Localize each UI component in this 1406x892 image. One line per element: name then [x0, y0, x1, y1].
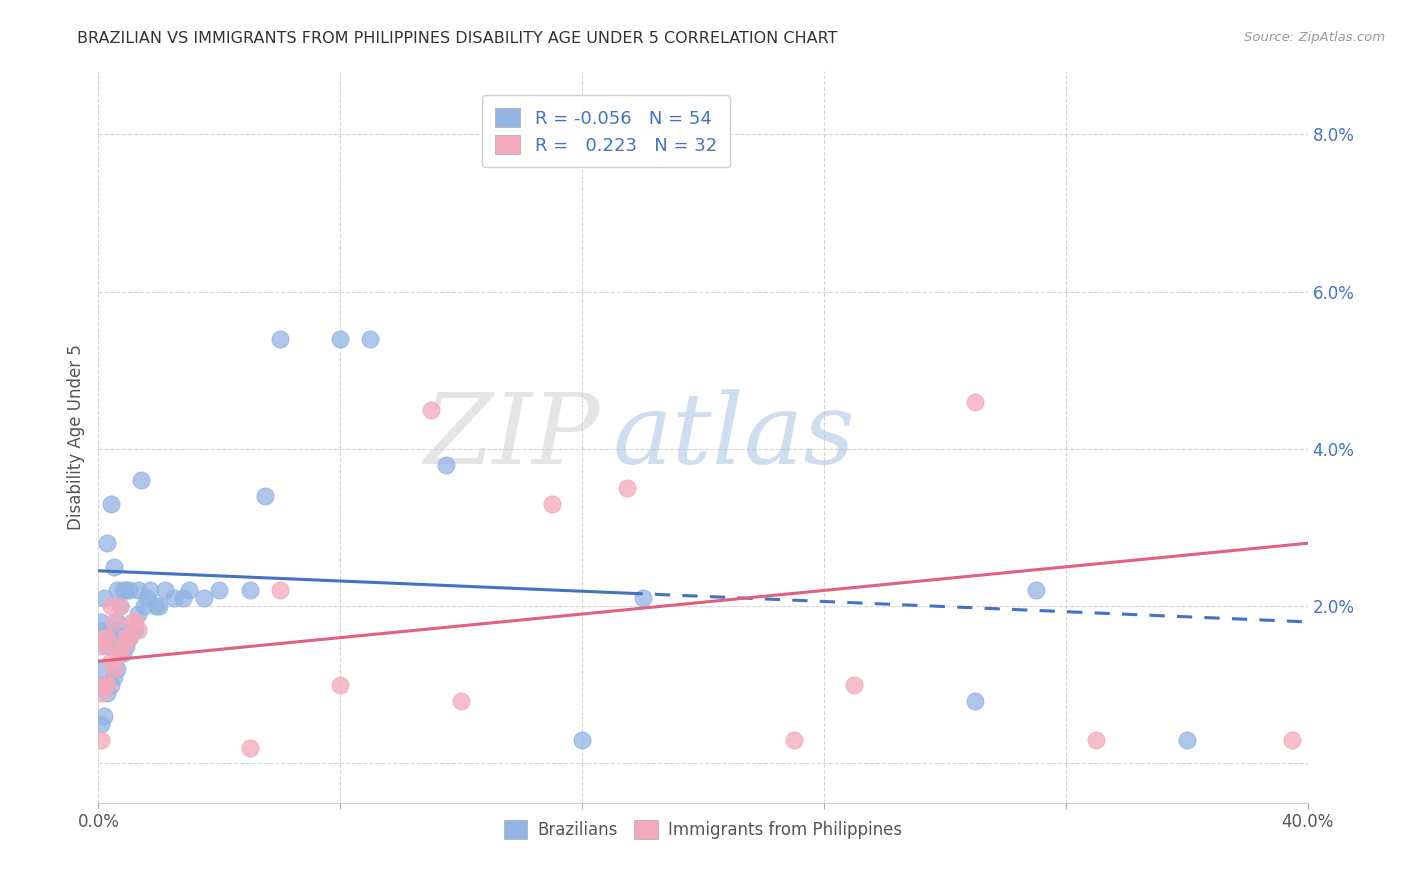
Point [105, 615, 128, 629]
Point [96, 639, 118, 653]
Point [148, 599, 170, 614]
Point [100, 631, 122, 645]
Point [127, 607, 149, 621]
Point [90, 639, 112, 653]
Point [108, 599, 131, 614]
Point [90, 678, 112, 692]
Point [1281, 732, 1303, 747]
Point [139, 583, 162, 598]
Point [105, 646, 128, 660]
Point [450, 693, 472, 707]
Point [179, 583, 201, 598]
Point [420, 402, 443, 417]
Point [103, 662, 125, 676]
Point [93, 623, 115, 637]
Point [124, 623, 146, 637]
Point [103, 559, 125, 574]
Point [329, 332, 352, 346]
Legend: Brazilians, Immigrants from Philippines: Brazilians, Immigrants from Philippines [498, 814, 908, 846]
Text: BRAZILIAN VS IMMIGRANTS FROM PHILIPPINES DISABILITY AGE UNDER 5 CORRELATION CHAR: BRAZILIAN VS IMMIGRANTS FROM PHILIPPINES… [77, 31, 838, 46]
Point [118, 631, 141, 645]
Point [90, 615, 112, 629]
Point [108, 646, 131, 660]
Point [93, 662, 115, 676]
Point [965, 394, 987, 409]
Point [360, 332, 382, 346]
Point [103, 670, 125, 684]
Point [103, 623, 125, 637]
Point [111, 583, 134, 598]
Point [93, 709, 115, 723]
Point [965, 693, 987, 707]
Point [105, 583, 128, 598]
Point [132, 599, 155, 614]
Point [1175, 732, 1198, 747]
Point [118, 583, 141, 598]
Point [108, 646, 131, 660]
Point [571, 732, 593, 747]
Point [114, 583, 136, 598]
Text: ZIP: ZIP [425, 390, 600, 484]
Point [114, 631, 136, 645]
Point [121, 615, 143, 629]
Point [96, 631, 118, 645]
Point [329, 678, 352, 692]
Point [153, 583, 176, 598]
Point [100, 599, 122, 614]
Text: atlas: atlas [613, 390, 855, 484]
Point [253, 489, 276, 503]
Text: Source: ZipAtlas.com: Source: ZipAtlas.com [1244, 31, 1385, 45]
Point [239, 583, 262, 598]
Point [100, 678, 122, 692]
Point [269, 332, 291, 346]
Point [100, 497, 122, 511]
Point [844, 678, 866, 692]
Point [124, 615, 146, 629]
Point [111, 646, 134, 660]
Point [616, 481, 638, 495]
Point [105, 662, 128, 676]
Point [96, 686, 118, 700]
Point [193, 591, 215, 606]
Point [1024, 583, 1046, 598]
Point [208, 583, 231, 598]
Point [127, 623, 149, 637]
Point [90, 732, 112, 747]
Point [145, 599, 167, 614]
Point [93, 591, 115, 606]
Point [103, 615, 125, 629]
Point [121, 623, 143, 637]
Point [93, 631, 115, 645]
Point [90, 686, 112, 700]
Point [783, 732, 806, 747]
Point [108, 599, 131, 614]
Point [1085, 732, 1108, 747]
Point [269, 583, 291, 598]
Point [96, 536, 118, 550]
Point [111, 639, 134, 653]
Point [540, 497, 562, 511]
Point [96, 678, 118, 692]
Point [239, 740, 262, 755]
Point [172, 591, 194, 606]
Point [434, 458, 457, 472]
Point [129, 473, 152, 487]
Point [90, 717, 112, 731]
Point [118, 631, 141, 645]
Point [135, 591, 157, 606]
Point [100, 654, 122, 668]
Point [114, 639, 136, 653]
Y-axis label: Disability Age Under 5: Disability Age Under 5 [66, 344, 84, 530]
Point [93, 678, 115, 692]
Point [163, 591, 186, 606]
Point [631, 591, 654, 606]
Point [127, 583, 149, 598]
